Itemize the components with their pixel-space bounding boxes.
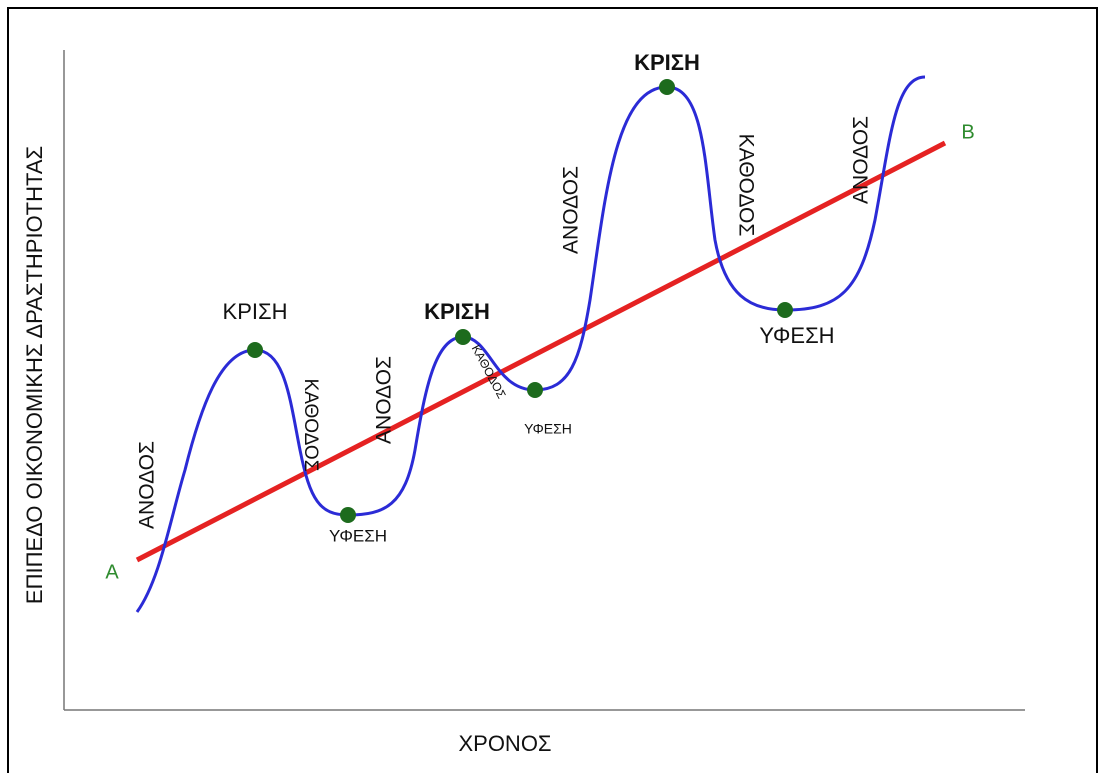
trough-label: ΥΦΕΣΗ: [759, 323, 834, 348]
fall-label: ΚΑΘΟΔΟΣ: [300, 379, 321, 472]
trend-end-label: B: [961, 121, 974, 143]
frame: [7, 7, 1098, 773]
trough-label: ΥΦΕΣΗ: [329, 526, 387, 545]
trough-dot: [527, 382, 543, 398]
turning-points: [247, 79, 793, 523]
x-axis-label: ΧΡΟΝΟΣ: [458, 731, 551, 756]
peak-dot: [247, 342, 263, 358]
fall-label: ΚΑΘΟΔΟΣ: [734, 134, 757, 237]
rise-label: ΑΝΟΔΟΣ: [560, 166, 583, 254]
trend-line: [135, 140, 947, 563]
rise-label: ΑΝΟΔΟΣ: [136, 441, 159, 529]
rise-label: ΑΝΟΔΟΣ: [850, 116, 873, 204]
peak-dot: [659, 79, 675, 95]
peak-dot: [455, 329, 471, 345]
trough-label: ΥΦΕΣΗ: [524, 421, 572, 437]
trough-dot: [777, 302, 793, 318]
peak-label: ΚΡΙΣΗ: [223, 299, 288, 324]
peak-label: ΚΡΙΣΗ: [424, 299, 490, 324]
trend-start-label: A: [105, 561, 119, 583]
peak-label: ΚΡΙΣΗ: [634, 50, 700, 75]
rise-label: ΑΝΟΔΟΣ: [373, 356, 396, 444]
trough-dot: [340, 507, 356, 523]
y-axis-label: ΕΠΙΠΕΔΟ ΟΙΚΟΝΟΜΙΚΗΣ ΔΡΑΣΤΗΡΙΟΤΗΤΑΣ: [22, 146, 47, 604]
